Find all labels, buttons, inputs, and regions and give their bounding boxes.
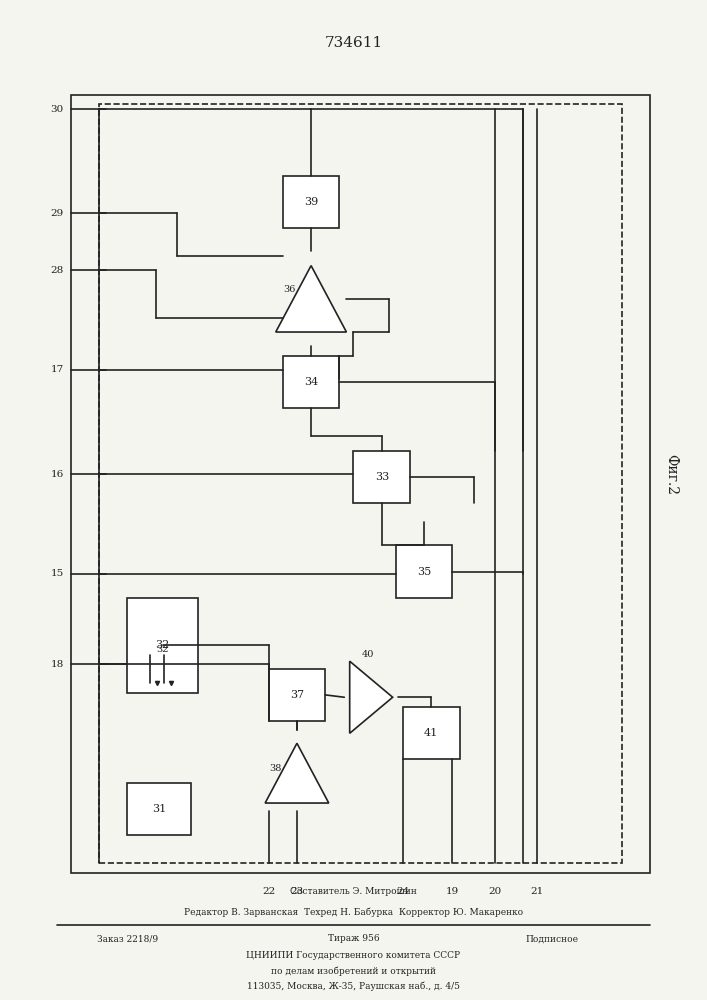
Text: 23: 23 bbox=[291, 887, 303, 896]
Text: 734611: 734611 bbox=[325, 36, 382, 50]
FancyBboxPatch shape bbox=[283, 176, 339, 228]
Text: 36: 36 bbox=[284, 285, 296, 294]
Text: 20: 20 bbox=[489, 887, 501, 896]
Text: ЦНИИПИ Государственного комитета СССР: ЦНИИПИ Государственного комитета СССР bbox=[247, 951, 460, 960]
Text: 39: 39 bbox=[304, 197, 318, 207]
Text: Подписное: Подписное bbox=[525, 934, 578, 943]
Text: 32: 32 bbox=[156, 640, 170, 650]
Polygon shape bbox=[276, 266, 346, 332]
Text: Тираж 956: Тираж 956 bbox=[327, 934, 380, 943]
FancyBboxPatch shape bbox=[127, 783, 191, 835]
FancyBboxPatch shape bbox=[403, 707, 460, 759]
Text: 15: 15 bbox=[50, 569, 64, 578]
Text: 28: 28 bbox=[50, 266, 64, 275]
Text: 22: 22 bbox=[262, 887, 275, 896]
Text: 29: 29 bbox=[50, 209, 64, 218]
Text: 40: 40 bbox=[361, 650, 374, 659]
Text: 24: 24 bbox=[397, 887, 409, 896]
FancyBboxPatch shape bbox=[354, 451, 410, 503]
Text: 34: 34 bbox=[304, 377, 318, 387]
Text: 113035, Москва, Ж-35, Раушская наб., д. 4/5: 113035, Москва, Ж-35, Раушская наб., д. … bbox=[247, 982, 460, 991]
Text: 33: 33 bbox=[375, 472, 389, 482]
Text: Составитель Э. Митрошин: Составитель Э. Митрошин bbox=[290, 887, 417, 896]
FancyBboxPatch shape bbox=[269, 669, 325, 721]
Text: 37: 37 bbox=[290, 690, 304, 700]
FancyBboxPatch shape bbox=[127, 598, 198, 693]
Text: 38: 38 bbox=[269, 764, 282, 773]
Text: 18: 18 bbox=[50, 660, 64, 669]
Text: 32: 32 bbox=[156, 645, 169, 654]
Text: Фиг.2: Фиг.2 bbox=[665, 454, 679, 495]
Polygon shape bbox=[265, 743, 329, 803]
Text: 21: 21 bbox=[531, 887, 544, 896]
Text: 35: 35 bbox=[417, 567, 431, 577]
Text: 31: 31 bbox=[152, 804, 166, 814]
Text: Заказ 2218/9: Заказ 2218/9 bbox=[97, 934, 158, 943]
FancyBboxPatch shape bbox=[396, 545, 452, 598]
Text: по делам изобретений и открытий: по делам изобретений и открытий bbox=[271, 967, 436, 976]
Text: 16: 16 bbox=[50, 470, 64, 479]
FancyBboxPatch shape bbox=[283, 356, 339, 408]
Text: Редактор В. Зарванская  Техред Н. Бабурка  Корректор Ю. Макаренко: Редактор В. Зарванская Техред Н. Бабурка… bbox=[184, 908, 523, 917]
Text: 17: 17 bbox=[50, 365, 64, 374]
Text: 41: 41 bbox=[424, 728, 438, 738]
Text: 19: 19 bbox=[446, 887, 459, 896]
Polygon shape bbox=[350, 661, 392, 733]
Text: 30: 30 bbox=[50, 105, 64, 114]
